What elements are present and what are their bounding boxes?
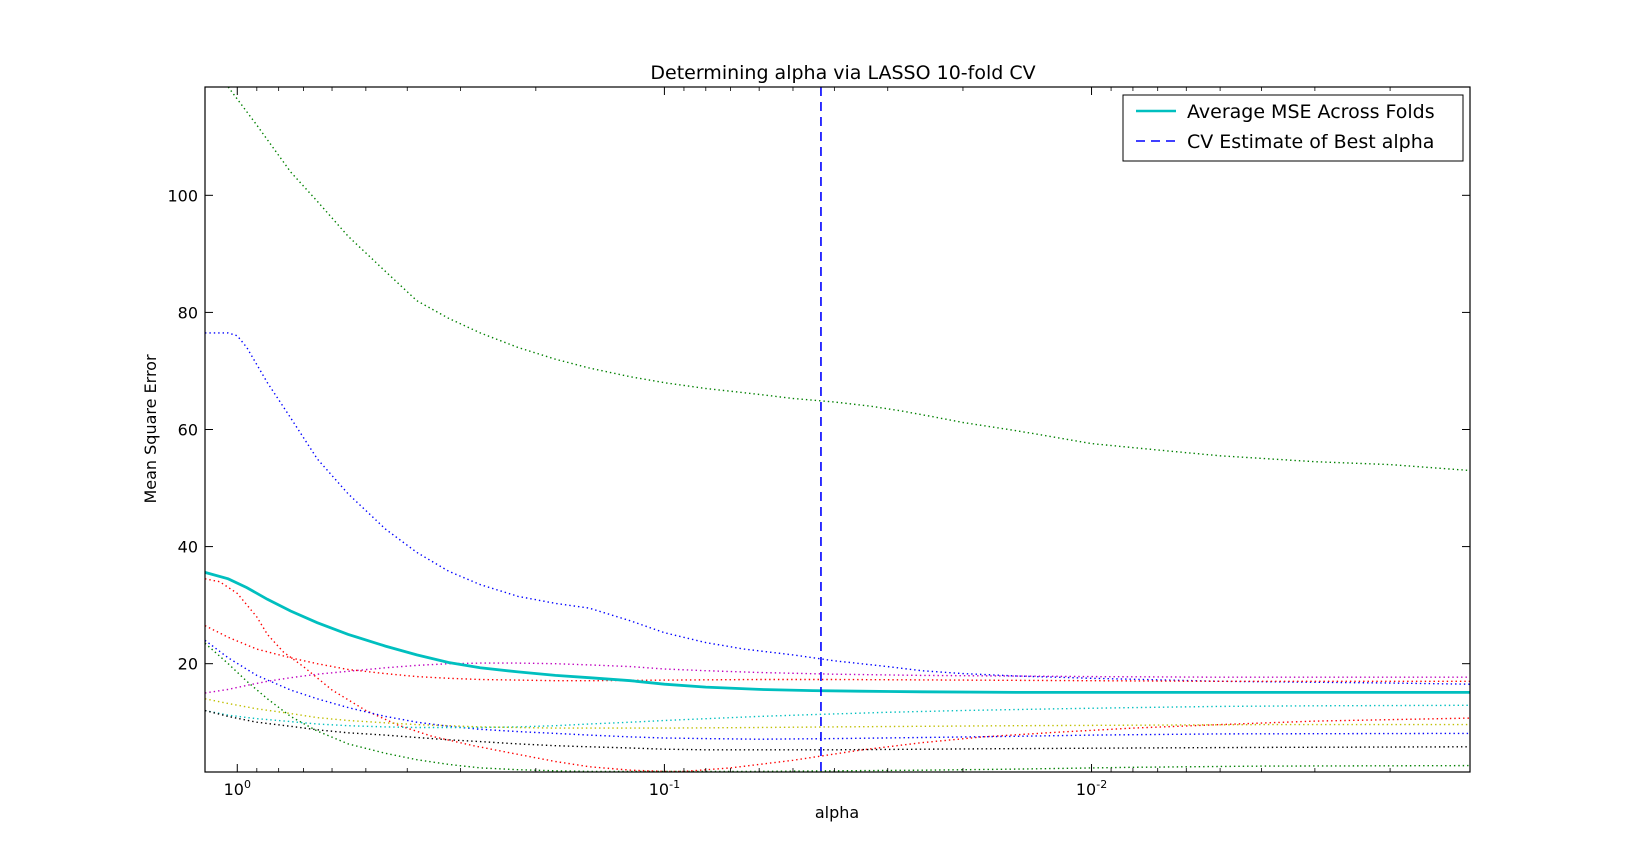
y-tick-label: 40 — [178, 538, 198, 557]
y-tick-label: 100 — [167, 186, 198, 205]
average-mse-line — [205, 571, 1470, 694]
series-layer — [205, 87, 1470, 772]
x-tick-label: 10-2 — [1076, 778, 1107, 799]
y-axis-label: Mean Square Error — [141, 354, 160, 504]
y-tick-label: 20 — [178, 655, 198, 674]
plot-area — [205, 87, 1470, 772]
fold-line-1 — [227, 87, 1470, 472]
fold-line-2 — [205, 332, 1470, 685]
legend-box — [1122, 94, 1464, 162]
x-tick-label: 100 — [224, 778, 251, 799]
fold-line-7 — [205, 642, 1470, 772]
fold-line-5 — [205, 624, 1470, 682]
x-axis-label: alpha — [815, 803, 859, 822]
fold-line-6 — [205, 639, 1470, 740]
chart-title: Determining alpha via LASSO 10-fold CV — [650, 62, 1035, 84]
fold-line-4 — [205, 578, 1470, 772]
legend: Average MSE Across Folds CV Estimate of … — [1122, 94, 1464, 162]
legend-label-best-alpha: CV Estimate of Best alpha — [1187, 131, 1434, 153]
fold-line-10 — [205, 709, 1470, 751]
y-tick-label: 60 — [178, 421, 198, 440]
fold-line-8 — [205, 704, 1470, 729]
y-tick-label: 80 — [178, 303, 198, 322]
tick-layer: 20 40 60 80 100 100 10-1 10-2 — [167, 87, 1470, 799]
x-tick-label: 10-1 — [649, 778, 680, 799]
legend-label-average: Average MSE Across Folds — [1187, 101, 1435, 123]
fold-line-3 — [205, 662, 1470, 694]
